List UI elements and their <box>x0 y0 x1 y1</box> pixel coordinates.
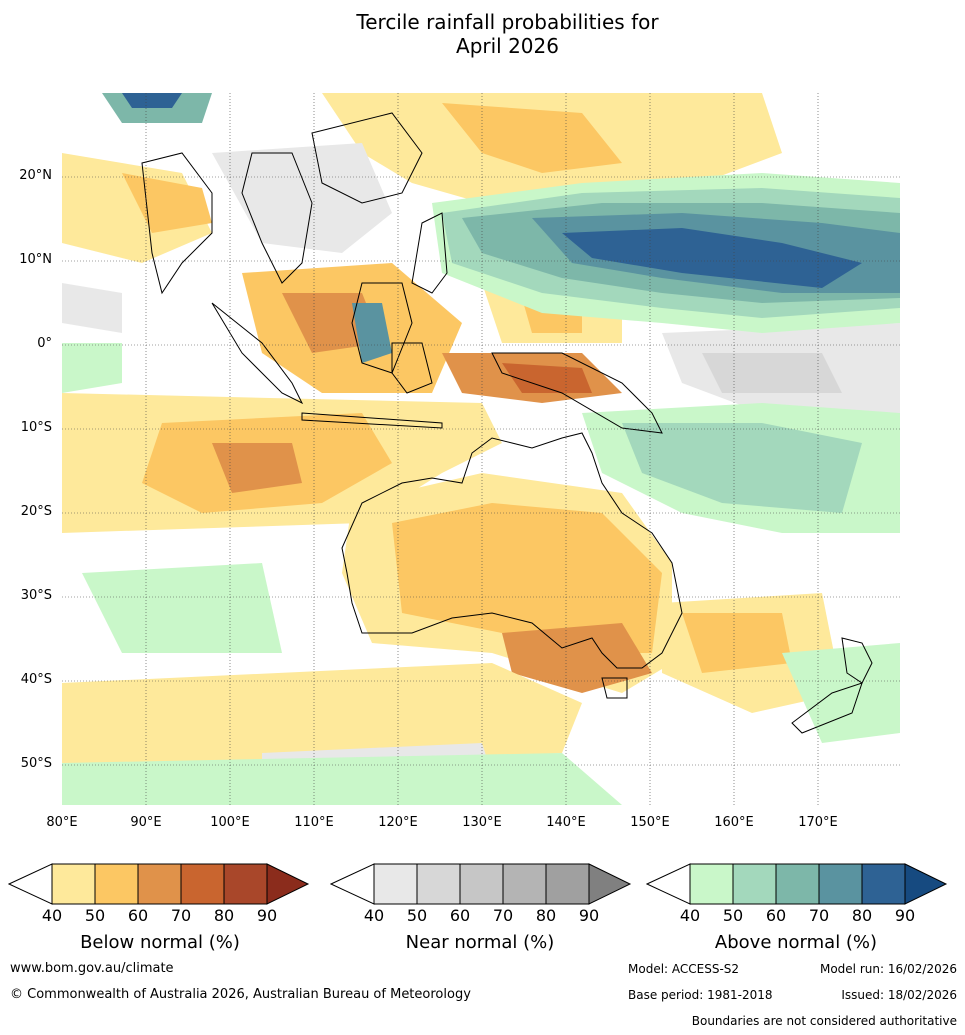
lon-label-130e: 130°E <box>462 815 502 830</box>
lon-label-100e: 100°E <box>210 815 250 830</box>
lon-label-150e: 150°E <box>630 815 670 830</box>
above-tick: 80 <box>851 906 873 925</box>
below-tick: 60 <box>127 906 149 925</box>
map-svg <box>62 93 900 805</box>
below-tick: 70 <box>170 906 192 925</box>
above-tick: 90 <box>894 906 916 925</box>
lat-label-20s: 20°S <box>20 504 52 519</box>
near-tick: 40 <box>363 906 385 925</box>
lat-label-40s: 40°S <box>20 672 52 687</box>
above-tick: 70 <box>808 906 830 925</box>
lon-label-120e: 120°E <box>378 815 418 830</box>
base-period: Base period: 1981-2018 <box>628 988 773 1002</box>
above-tick: 50 <box>722 906 744 925</box>
below-tick: 50 <box>84 906 106 925</box>
lat-label-30s: 30°S <box>20 588 52 603</box>
below-tick: 80 <box>213 906 235 925</box>
above-tick: 60 <box>765 906 787 925</box>
lat-label-10n: 10°N <box>19 252 52 267</box>
near-tick: 50 <box>406 906 428 925</box>
model-run: Model run: 16/02/2026 <box>819 962 957 976</box>
probability-map <box>62 93 900 805</box>
near-tick: 90 <box>578 906 600 925</box>
near-tick: 80 <box>535 906 557 925</box>
bom-url: www.bom.gov.au/climate <box>10 961 174 976</box>
above-normal-regions <box>62 93 900 805</box>
colorbar-above-normal <box>646 863 948 905</box>
map-title: Tercile rainfall probabilities for April… <box>0 10 965 58</box>
lon-label-80e: 80°E <box>46 815 78 830</box>
colorbar-title-above: Above normal (%) <box>714 932 878 953</box>
near-tick: 70 <box>492 906 514 925</box>
lat-label-0: 0° <box>37 336 52 351</box>
lon-label-110e: 110°E <box>294 815 334 830</box>
issued-date: Issued: 18/02/2026 <box>841 988 957 1002</box>
lat-label-10s: 10°S <box>20 420 52 435</box>
near-normal-regions <box>62 143 900 805</box>
coastlines <box>141 112 873 734</box>
colorbar-title-near: Near normal (%) <box>405 932 555 953</box>
lon-label-170e: 170°E <box>798 815 838 830</box>
lat-label-20n: 20°N <box>19 168 52 183</box>
above-tick: 40 <box>679 906 701 925</box>
below-tick: 90 <box>256 906 278 925</box>
lon-label-160e: 160°E <box>714 815 754 830</box>
copyright: © Commonwealth of Australia 2026, Austra… <box>10 987 471 1002</box>
below-tick: 40 <box>41 906 63 925</box>
lat-label-50s: 50°S <box>20 756 52 771</box>
colorbar-title-below: Below normal (%) <box>80 932 240 953</box>
model-name: Model: ACCESS-S2 <box>628 962 740 976</box>
title-line-1: Tercile rainfall probabilities for <box>356 10 659 34</box>
lon-label-140e: 140°E <box>546 815 586 830</box>
disclaimer: Boundaries are not considered authoritat… <box>691 1014 957 1028</box>
near-tick: 60 <box>449 906 471 925</box>
title-line-2: April 2026 <box>456 34 559 58</box>
colorbar-near-normal <box>330 863 632 905</box>
colorbar-below-normal <box>8 863 310 905</box>
lon-label-90e: 90°E <box>130 815 162 830</box>
